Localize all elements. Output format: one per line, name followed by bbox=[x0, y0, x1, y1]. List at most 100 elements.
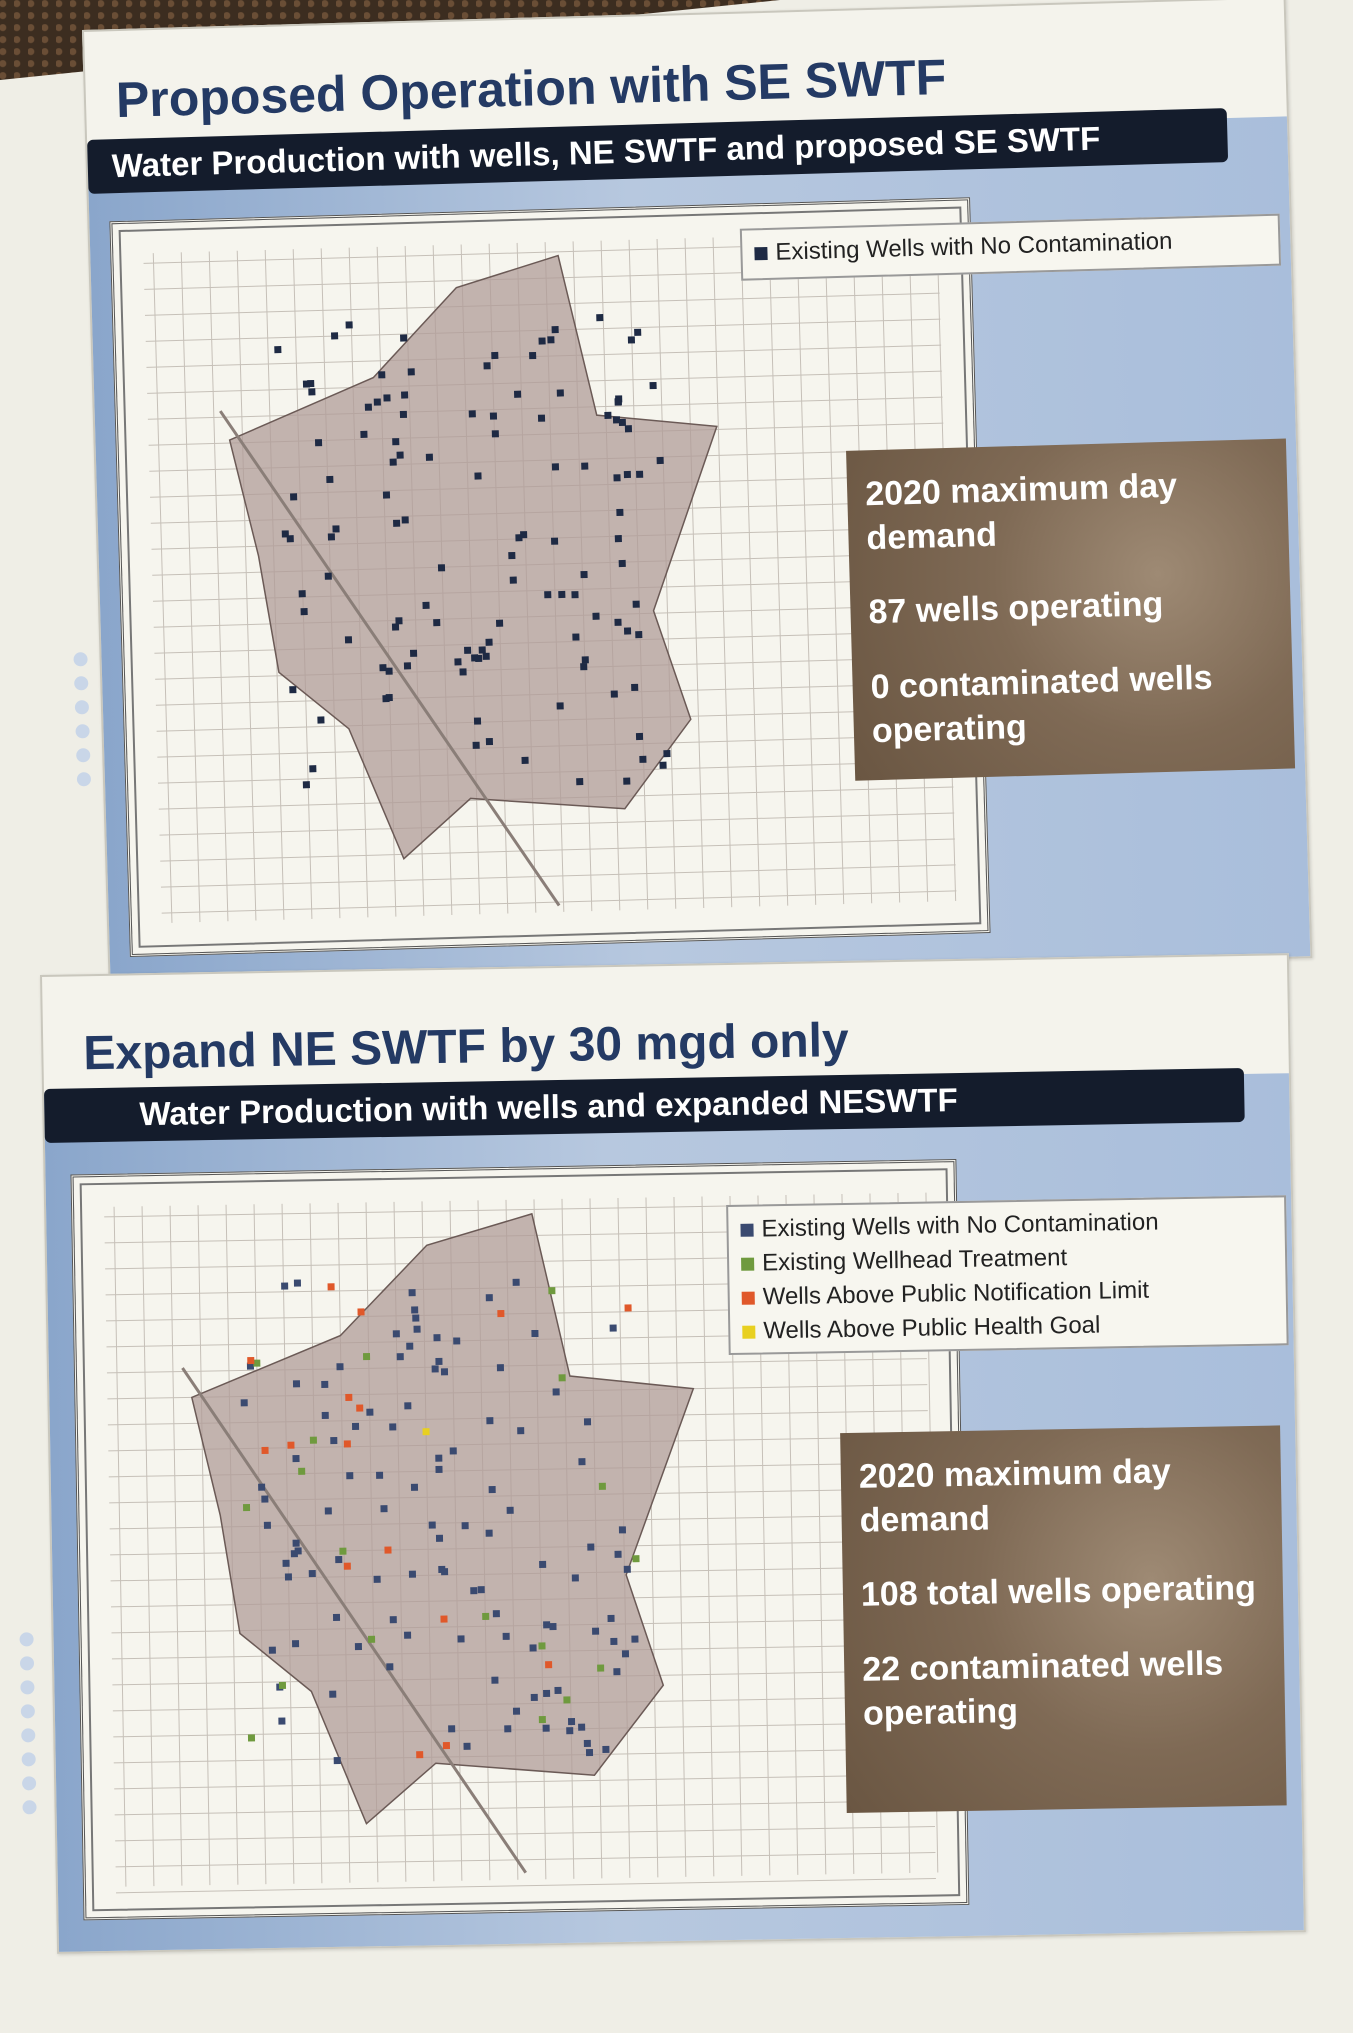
well-marker bbox=[538, 1642, 546, 1650]
well-marker bbox=[473, 717, 482, 725]
well-marker bbox=[400, 334, 408, 342]
well-marker bbox=[623, 1565, 631, 1573]
well-marker bbox=[408, 1570, 417, 1578]
well-marker bbox=[512, 1278, 520, 1286]
info-wells-operating: 87 wells operating bbox=[868, 585, 1164, 632]
well-marker bbox=[440, 1615, 448, 1623]
well-marker bbox=[613, 1668, 621, 1676]
well-marker bbox=[399, 410, 408, 419]
well-marker bbox=[623, 470, 631, 479]
well-marker bbox=[631, 1635, 639, 1643]
well-marker bbox=[621, 1650, 630, 1658]
well-marker bbox=[482, 1612, 490, 1620]
well-marker bbox=[422, 1428, 430, 1436]
well-marker bbox=[596, 314, 604, 322]
map-graphic bbox=[104, 1192, 939, 1894]
well-marker bbox=[632, 600, 640, 608]
well-marker bbox=[389, 458, 397, 466]
well-marker bbox=[497, 1309, 505, 1318]
well-marker bbox=[286, 535, 294, 543]
well-marker bbox=[632, 1555, 640, 1563]
well-marker bbox=[392, 438, 400, 446]
well-marker bbox=[385, 693, 393, 702]
well-marker bbox=[468, 410, 476, 418]
well-marker bbox=[413, 1325, 421, 1333]
city-well-map bbox=[70, 1159, 970, 1921]
well-marker bbox=[538, 337, 546, 345]
well-marker bbox=[401, 391, 409, 399]
well-marker bbox=[293, 1279, 302, 1287]
well-marker bbox=[438, 1565, 446, 1573]
well-marker bbox=[290, 493, 298, 501]
well-marker bbox=[614, 397, 622, 406]
well-marker bbox=[461, 1522, 469, 1530]
legend-label: Existing Wellhead Treatment bbox=[761, 1244, 1068, 1277]
well-marker bbox=[659, 761, 667, 769]
slide-proposed-operation: Proposed Operation with SE SWTF Water Pr… bbox=[73, 0, 1313, 992]
well-marker bbox=[464, 646, 472, 654]
legend-item: Existing Wells with No Contamination bbox=[754, 222, 1267, 270]
well-marker bbox=[366, 1408, 374, 1416]
well-marker bbox=[321, 1380, 329, 1389]
legend-swatch-icon bbox=[742, 1325, 756, 1339]
map-legend: Existing Wells with No Contamination Exi… bbox=[726, 1195, 1289, 1356]
well-marker bbox=[566, 1727, 574, 1735]
well-marker bbox=[373, 1575, 381, 1583]
well-marker bbox=[246, 1362, 255, 1370]
well-marker bbox=[345, 321, 353, 329]
well-marker bbox=[261, 1446, 269, 1455]
well-marker bbox=[614, 1550, 622, 1558]
well-marker bbox=[308, 388, 316, 396]
well-marker bbox=[495, 619, 504, 627]
well-marker bbox=[554, 1686, 562, 1694]
well-marker bbox=[616, 508, 624, 517]
well-marker bbox=[549, 1622, 557, 1631]
well-marker bbox=[356, 1404, 364, 1412]
well-marker bbox=[247, 1356, 255, 1365]
well-marker bbox=[292, 1380, 301, 1388]
well-marker bbox=[407, 368, 415, 376]
well-marker bbox=[517, 1427, 525, 1435]
well-marker bbox=[442, 1741, 450, 1750]
well-marker bbox=[292, 1539, 300, 1547]
well-marker bbox=[433, 619, 441, 627]
well-marker bbox=[332, 1613, 341, 1622]
well-marker bbox=[558, 590, 566, 599]
well-marker bbox=[548, 1287, 556, 1295]
well-marker bbox=[332, 525, 340, 533]
well-marker bbox=[581, 656, 589, 664]
well-marker bbox=[649, 381, 657, 390]
well-marker bbox=[364, 403, 372, 411]
well-marker bbox=[404, 1631, 412, 1639]
well-marker bbox=[504, 1725, 512, 1733]
well-marker bbox=[563, 1696, 571, 1704]
well-marker bbox=[513, 390, 522, 398]
well-marker bbox=[618, 1526, 627, 1534]
well-marker bbox=[521, 756, 529, 764]
well-marker bbox=[403, 662, 412, 670]
legend-label: Existing Wells with No Contamination bbox=[775, 227, 1173, 266]
well-marker bbox=[474, 472, 482, 480]
legend-swatch-icon bbox=[741, 1291, 755, 1305]
well-marker bbox=[542, 1724, 550, 1732]
well-marker bbox=[639, 755, 647, 763]
well-marker bbox=[380, 1505, 388, 1513]
well-marker bbox=[242, 1504, 251, 1512]
well-marker bbox=[292, 1455, 300, 1463]
well-marker bbox=[585, 1749, 594, 1757]
well-marker bbox=[389, 1616, 397, 1624]
well-marker bbox=[409, 649, 418, 657]
well-marker bbox=[335, 1556, 343, 1564]
well-marker bbox=[624, 1304, 632, 1312]
well-marker bbox=[543, 1621, 551, 1629]
well-marker bbox=[298, 590, 306, 598]
well-marker bbox=[471, 654, 479, 662]
well-marker bbox=[609, 1324, 617, 1332]
legend-label: Existing Wells with No Contamination bbox=[761, 1208, 1159, 1243]
well-marker bbox=[258, 1483, 266, 1491]
legend-label: Wells Above Public Notification Limit bbox=[762, 1276, 1150, 1311]
well-marker bbox=[406, 1342, 414, 1350]
well-marker bbox=[431, 1365, 439, 1373]
well-marker bbox=[580, 663, 588, 671]
well-marker bbox=[578, 1723, 586, 1731]
